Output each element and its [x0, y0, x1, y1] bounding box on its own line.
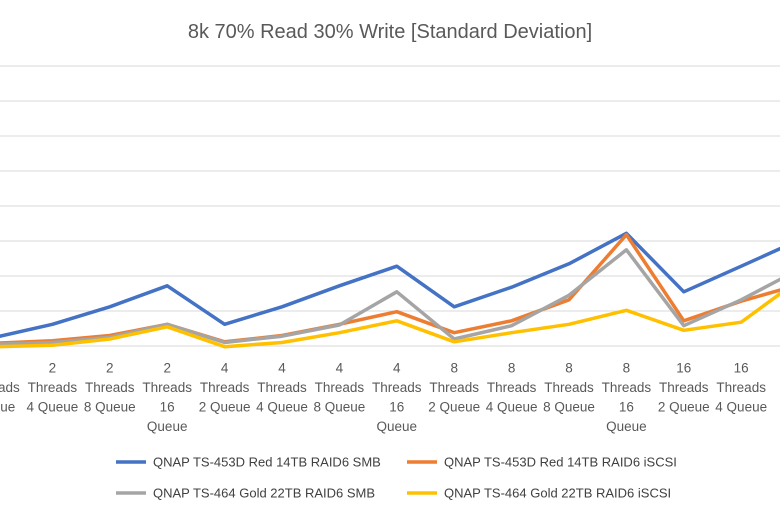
tick-label-line: 8 Queue — [84, 400, 136, 415]
legend-label: QNAP TS-453D Red 14TB RAID6 SMB — [153, 455, 381, 470]
tick-label-line: Threads — [28, 380, 78, 395]
tick-label-line: Queue — [0, 400, 15, 415]
tick-label-line: 4 — [393, 361, 401, 376]
legend-item: QNAP TS-464 Gold 22TB RAID6 iSCSI — [407, 486, 671, 501]
tick-label-line: 4 — [336, 361, 344, 376]
tick-label-line: Queue — [606, 419, 647, 434]
x-tick-label: 16 Threads 2 Queue — [658, 361, 710, 415]
legend-label: QNAP TS-453D Red 14TB RAID6 iSCSI — [444, 455, 677, 470]
tick-label-line: Threads — [85, 380, 135, 395]
tick-label-line: 2 Queue — [428, 400, 480, 415]
tick-label-line: Threads — [142, 380, 192, 395]
chart-title: 8k 70% Read 30% Write [Standard Deviatio… — [188, 21, 592, 43]
x-tick-label: 4 Threads 8 Queue — [314, 361, 366, 415]
tick-label-line: Queue — [377, 419, 418, 434]
tick-label-line: 4 Queue — [27, 400, 79, 415]
tick-label-line: Threads — [716, 380, 766, 395]
x-tick-label: 8 Threads 4 Queue — [486, 361, 538, 415]
tick-label-line: 4 Queue — [715, 400, 767, 415]
x-tick-labels: Threads Queue 2 Threads 4 Queue 2 Threads 8 Que… — [0, 361, 767, 435]
tick-label-line: 2 Queue — [658, 400, 710, 415]
tick-label-line: 2 — [163, 361, 171, 376]
x-tick-label: 8 Threads 8 Queue — [543, 361, 595, 415]
tick-label-line: Threads — [257, 380, 307, 395]
legend-label: QNAP TS-464 Gold 22TB RAID6 iSCSI — [444, 486, 671, 501]
tick-label-line: 8 — [508, 361, 516, 376]
tick-label-line: Threads — [315, 380, 365, 395]
tick-label-line: 16 — [619, 400, 634, 415]
legend-item: QNAP TS-453D Red 14TB RAID6 SMB — [116, 455, 381, 470]
series-line-2 — [0, 232, 780, 345]
tick-label-line: Threads — [372, 380, 422, 395]
x-tick-label: 2 Threads 16 Queue — [142, 361, 192, 435]
tick-label-line: 8 — [623, 361, 631, 376]
tick-label-line: 8 — [565, 361, 573, 376]
x-tick-label: 8 Threads 16 Queue — [602, 361, 652, 435]
tick-label-line: 4 Queue — [256, 400, 308, 415]
tick-label-line: 16 — [734, 361, 749, 376]
tick-label-line: 8 Queue — [314, 400, 366, 415]
tick-label-line: Threads — [659, 380, 709, 395]
series-line-4 — [0, 291, 780, 349]
tick-label-line: Threads — [0, 380, 20, 395]
tick-label-line: Threads — [200, 380, 250, 395]
tick-label-line: Threads — [429, 380, 479, 395]
tick-label-line: 4 Queue — [486, 400, 538, 415]
x-tick-label: 4 Threads 16 Queue — [372, 361, 422, 435]
legend-label: QNAP TS-464 Gold 22TB RAID6 SMB — [153, 486, 375, 501]
x-tick-label: 16 Threads 4 Queue — [715, 361, 767, 415]
tick-label-line: 2 Queue — [199, 400, 251, 415]
tick-label-line: Threads — [544, 380, 594, 395]
series-lines — [0, 231, 780, 349]
legend-item: QNAP TS-453D Red 14TB RAID6 iSCSI — [407, 455, 677, 470]
tick-label-line: 4 — [221, 361, 229, 376]
tick-label-line: 4 — [278, 361, 286, 376]
x-tick-label: Threads Queue — [0, 380, 20, 415]
gridlines — [0, 65, 780, 347]
tick-label-line: 8 Queue — [543, 400, 595, 415]
series-line-1 — [0, 231, 780, 338]
x-tick-label: 8 Threads 2 Queue — [428, 361, 480, 415]
legend-item: QNAP TS-464 Gold 22TB RAID6 SMB — [116, 486, 375, 501]
x-tick-label: 4 Threads 4 Queue — [256, 361, 308, 415]
x-tick-label: 4 Threads 2 Queue — [199, 361, 251, 415]
tick-label-line: Threads — [487, 380, 537, 395]
tick-label-line: Threads — [602, 380, 652, 395]
series-line-3 — [0, 248, 780, 346]
tick-label-line: 2 — [49, 361, 57, 376]
tick-label-line: 16 — [389, 400, 404, 415]
tick-label-line: 2 — [106, 361, 114, 376]
tick-label-line: Queue — [147, 419, 188, 434]
tick-label-line: 16 — [676, 361, 691, 376]
x-tick-label: 2 Threads 4 Queue — [27, 361, 79, 415]
tick-label-line: 16 — [160, 400, 175, 415]
x-tick-label: 2 Threads 8 Queue — [84, 361, 136, 415]
tick-label-line: 8 — [450, 361, 458, 376]
legend: QNAP TS-453D Red 14TB RAID6 SMB QNAP TS-4… — [116, 455, 677, 501]
